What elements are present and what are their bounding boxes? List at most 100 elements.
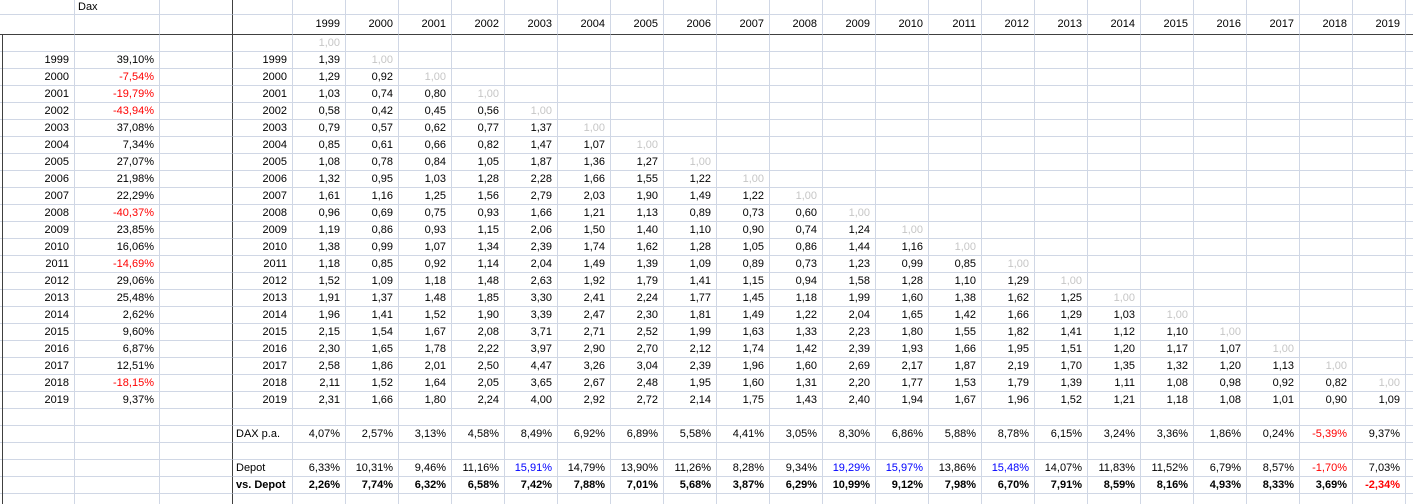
matrix-value-cell[interactable]: 1,08: [293, 154, 346, 171]
matrix-value-cell[interactable]: 0,98: [1194, 375, 1247, 392]
matrix-value-cell[interactable]: 1,21: [558, 205, 611, 222]
matrix-value-cell[interactable]: 1,60: [770, 358, 823, 375]
empty-cell[interactable]: [0, 477, 75, 494]
dax-pa-label[interactable]: DAX p.a.: [233, 426, 293, 443]
empty-cell[interactable]: [1194, 273, 1247, 290]
empty-cell[interactable]: [160, 256, 233, 273]
matrix-value-cell[interactable]: 0,66: [399, 137, 452, 154]
vs-depot-value-cell[interactable]: 8,33%: [1247, 477, 1300, 494]
matrix-value-cell[interactable]: 2,23: [823, 324, 876, 341]
matrix-value-cell[interactable]: 2,20: [823, 375, 876, 392]
matrix-value-cell[interactable]: 1,95: [664, 375, 717, 392]
matrix-value-cell[interactable]: 1,01: [1247, 392, 1300, 409]
matrix-value-cell[interactable]: 2,67: [558, 375, 611, 392]
empty-cell[interactable]: [160, 392, 233, 409]
empty-cell[interactable]: [664, 494, 717, 504]
matrix-value-cell[interactable]: 1,77: [876, 375, 929, 392]
empty-cell[interactable]: [876, 171, 929, 188]
matrix-value-cell[interactable]: 1,52: [1035, 392, 1088, 409]
matrix-col-header[interactable]: 2013: [1035, 15, 1088, 35]
matrix-value-cell[interactable]: 2,79: [505, 188, 558, 205]
empty-cell[interactable]: [876, 52, 929, 69]
empty-cell[interactable]: [664, 86, 717, 103]
empty-cell[interactable]: [160, 409, 233, 426]
vs-depot-value-cell[interactable]: 7,88%: [558, 477, 611, 494]
vs-depot-value-cell[interactable]: 2,26%: [293, 477, 346, 494]
depot-value-cell[interactable]: 9,34%: [770, 460, 823, 477]
start-marker-cell[interactable]: 1,00: [876, 222, 929, 239]
empty-cell[interactable]: [1300, 103, 1353, 120]
empty-cell[interactable]: [664, 0, 717, 15]
matrix-value-cell[interactable]: 0,74: [346, 86, 399, 103]
vs-depot-value-cell[interactable]: 6,58%: [452, 477, 505, 494]
dax-return-cell[interactable]: 29,06%: [75, 273, 160, 290]
dax-return-cell[interactable]: -40,37%: [75, 205, 160, 222]
matrix-value-cell[interactable]: 1,38: [929, 290, 982, 307]
empty-cell[interactable]: [876, 86, 929, 103]
matrix-value-cell[interactable]: 1,99: [823, 290, 876, 307]
empty-cell[interactable]: [770, 171, 823, 188]
matrix-col-header[interactable]: 1999: [293, 15, 346, 35]
empty-cell[interactable]: [1300, 409, 1353, 426]
dax-pa-value-cell[interactable]: 2,57%: [346, 426, 399, 443]
empty-cell[interactable]: [1194, 205, 1247, 222]
empty-cell[interactable]: [505, 35, 558, 52]
matrix-value-cell[interactable]: 3,97: [505, 341, 558, 358]
matrix-col-header[interactable]: 2011: [929, 15, 982, 35]
empty-cell[interactable]: [1194, 35, 1247, 52]
left-year-cell[interactable]: 2005: [0, 154, 75, 171]
left-year-cell[interactable]: 2015: [0, 324, 75, 341]
start-marker-cell[interactable]: 1,00: [770, 188, 823, 205]
dax-return-cell[interactable]: 39,10%: [75, 52, 160, 69]
empty-cell[interactable]: [75, 460, 160, 477]
matrix-value-cell[interactable]: 1,90: [611, 188, 664, 205]
matrix-value-cell[interactable]: 1,96: [982, 392, 1035, 409]
empty-cell[interactable]: [876, 188, 929, 205]
matrix-value-cell[interactable]: 1,13: [611, 205, 664, 222]
dax-return-cell[interactable]: 25,48%: [75, 290, 160, 307]
matrix-col-header[interactable]: 2017: [1247, 15, 1300, 35]
depot-label[interactable]: Depot: [233, 460, 293, 477]
matrix-value-cell[interactable]: 0,92: [399, 256, 452, 273]
matrix-value-cell[interactable]: 2,15: [293, 324, 346, 341]
empty-cell[interactable]: [982, 409, 1035, 426]
matrix-col-header[interactable]: 2000: [346, 15, 399, 35]
empty-cell[interactable]: [982, 494, 1035, 504]
empty-cell[interactable]: [770, 120, 823, 137]
matrix-value-cell[interactable]: 3,26: [558, 358, 611, 375]
matrix-value-cell[interactable]: 2,22: [452, 341, 505, 358]
empty-cell[interactable]: [1035, 137, 1088, 154]
empty-cell[interactable]: [160, 120, 233, 137]
left-year-cell[interactable]: 2007: [0, 188, 75, 205]
matrix-value-cell[interactable]: 2,92: [558, 392, 611, 409]
matrix-value-cell[interactable]: 1,32: [1141, 358, 1194, 375]
matrix-value-cell[interactable]: 1,09: [664, 256, 717, 273]
empty-cell[interactable]: [1088, 443, 1141, 460]
empty-cell[interactable]: [1247, 443, 1300, 460]
empty-cell[interactable]: [1406, 103, 1413, 120]
empty-cell[interactable]: [664, 120, 717, 137]
matrix-row-year[interactable]: 2005: [233, 154, 293, 171]
vs-depot-value-cell[interactable]: 3,69%: [1300, 477, 1353, 494]
matrix-row-year[interactable]: 2002: [233, 103, 293, 120]
matrix-value-cell[interactable]: 1,66: [929, 341, 982, 358]
start-marker-cell[interactable]: 1,00: [505, 103, 558, 120]
matrix-value-cell[interactable]: 0,75: [399, 205, 452, 222]
matrix-value-cell[interactable]: 2,05: [452, 375, 505, 392]
matrix-value-cell[interactable]: 1,41: [346, 307, 399, 324]
matrix-value-cell[interactable]: 1,45: [717, 290, 770, 307]
empty-cell[interactable]: [1353, 290, 1406, 307]
empty-cell[interactable]: [982, 137, 1035, 154]
matrix-value-cell[interactable]: 1,10: [929, 273, 982, 290]
matrix-value-cell[interactable]: 1,34: [452, 239, 505, 256]
matrix-value-cell[interactable]: 1,33: [770, 324, 823, 341]
matrix-value-cell[interactable]: 0,69: [346, 205, 399, 222]
empty-cell[interactable]: [1141, 120, 1194, 137]
empty-cell[interactable]: [1406, 52, 1413, 69]
empty-cell[interactable]: [1406, 154, 1413, 171]
matrix-value-cell[interactable]: 1,55: [611, 171, 664, 188]
empty-cell[interactable]: [1300, 307, 1353, 324]
empty-cell[interactable]: [664, 409, 717, 426]
matrix-value-cell[interactable]: 1,87: [505, 154, 558, 171]
empty-cell[interactable]: [1194, 239, 1247, 256]
